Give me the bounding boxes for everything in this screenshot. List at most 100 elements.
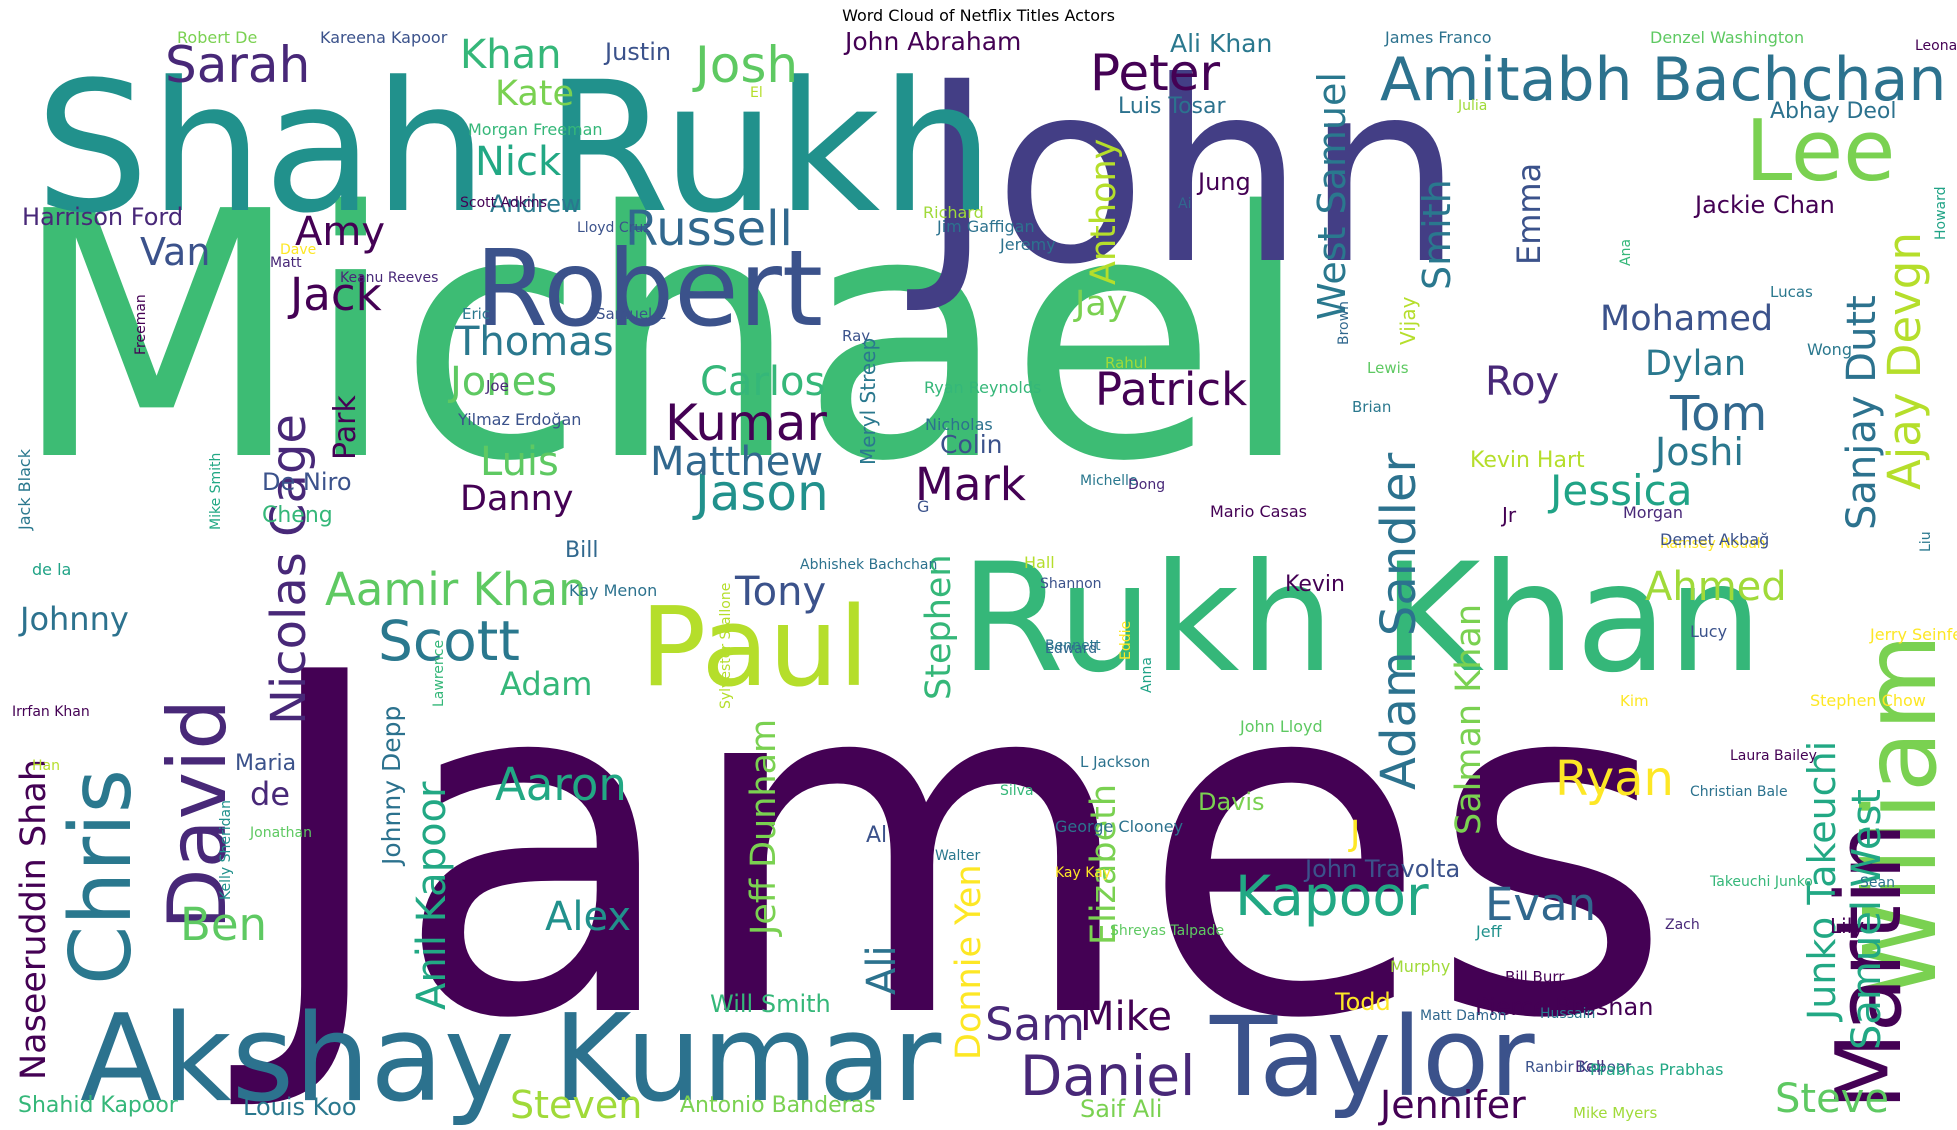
word-roy: Roy	[1485, 359, 1559, 405]
word-murphy: Murphy	[1390, 957, 1450, 976]
word-lawrence: Lawrence	[431, 640, 447, 707]
word-anna: Anna	[1139, 657, 1155, 693]
word-robert-de: Robert De	[177, 28, 257, 47]
word-emma: Emma	[1510, 163, 1548, 265]
word-john: John	[907, 28, 1464, 319]
word-lily: Lily	[1830, 914, 1864, 938]
word-ajay-devgn: Ajay Devgn	[1878, 232, 1931, 490]
word-julia: Julia	[1457, 98, 1487, 114]
word-ahmed: Ahmed	[1645, 564, 1787, 610]
word-bill-burr: Bill Burr	[1505, 968, 1565, 986]
word-sarah: Sarah	[165, 36, 310, 94]
word-ali-khan: Ali Khan	[1170, 29, 1272, 58]
word-luis: Luis	[480, 439, 559, 485]
word-denzel-washington: Denzel Washington	[1650, 28, 1804, 47]
word-colin: Colin	[940, 430, 1003, 459]
word-kareena-kapoor: Kareena Kapoor	[320, 28, 448, 47]
word-jennifer: Jennifer	[1378, 1083, 1526, 1127]
word-g: G	[917, 497, 929, 516]
word-taylor: Taylor	[1209, 993, 1535, 1121]
word-steven: Steven	[510, 1083, 642, 1127]
word-ryan-reynolds: Ryan Reynolds	[924, 378, 1041, 397]
word-eddie: Eddie	[1118, 621, 1134, 660]
word-keanu-reeves: Keanu Reeves	[340, 270, 438, 286]
word-jung: Jung	[1196, 168, 1251, 196]
word-jack-black: Jack Black	[15, 448, 34, 531]
word-el: El	[750, 85, 763, 101]
word-james: James	[226, 574, 1674, 1121]
word-lloyd-cruz: Lloyd Cruz	[577, 220, 651, 236]
word-carlos: Carlos	[700, 359, 825, 405]
word-mike-myers: Mike Myers	[1573, 1104, 1657, 1122]
word-kumar: Kumar	[665, 394, 827, 452]
word-jeff-dunham: Jeff Dunham	[744, 719, 784, 937]
word-l-jackson: L Jackson	[1080, 753, 1150, 771]
word-christian-bale: Christian Bale	[1690, 784, 1788, 800]
word-anil-kapoor: Anil Kapoor	[409, 781, 455, 1010]
word-anthony: Anthony	[1084, 139, 1124, 285]
word-de-niro: De Niro	[262, 468, 352, 496]
word-demet-akba-: Demet Akbağ	[1660, 530, 1769, 549]
word-evan: Evan	[1485, 878, 1596, 931]
word-walter: Walter	[935, 848, 981, 864]
word-russell: Russell	[625, 201, 793, 257]
word-kim: Kim	[1620, 692, 1649, 710]
word-wong: Wong	[1807, 340, 1852, 359]
word-bill: Bill	[565, 538, 598, 563]
word-lee: Lee	[1745, 102, 1895, 201]
word-jerry-seinfeld: Jerry Seinfeld	[1869, 625, 1957, 644]
word-edward: Edward	[1045, 641, 1097, 657]
word-ben: Ben	[180, 898, 267, 951]
word-cheng: Cheng	[262, 503, 333, 528]
word-johnny-depp: Johnny Depp	[377, 706, 406, 867]
word-ai: Ai	[1178, 196, 1191, 212]
word-jason: Jason	[692, 464, 829, 522]
word-elizabeth: Elizabeth	[1084, 784, 1124, 945]
word-will-smith: Will Smith	[710, 990, 831, 1018]
word-jeremy: Jeremy	[999, 235, 1056, 254]
word-irrfan-khan: Irrfan Khan	[12, 704, 90, 720]
word-morgan-freeman: Morgan Freeman	[468, 120, 603, 139]
word-kay-kay: Kay Kay	[1055, 865, 1111, 881]
word-joshi: Joshi	[1653, 430, 1744, 474]
word-brown: Brown	[1336, 301, 1352, 345]
word-kay-menon: Kay Menon	[569, 581, 657, 600]
word-amitabh-bachchan: Amitabh Bachchan	[1380, 45, 1946, 115]
word-amy: Amy	[295, 209, 385, 255]
word-peter: Peter	[1090, 44, 1220, 102]
word-david: David	[151, 699, 244, 930]
word-han: Han	[32, 758, 60, 774]
word-nicholas: Nicholas	[925, 415, 993, 434]
word-lewis: Lewis	[1367, 359, 1409, 377]
word-al: Al	[866, 823, 887, 848]
word-sam: Sam	[985, 998, 1085, 1051]
word-stephen-chow: Stephen Chow	[1810, 691, 1926, 710]
word-luis-tosar: Luis Tosar	[1118, 94, 1226, 119]
word-brian: Brian	[1352, 398, 1391, 416]
word-jackie-chan: Jackie Chan	[1693, 191, 1835, 219]
word-samuel-west: Samuel West	[1844, 789, 1890, 1050]
word-ramsey-nouah: Ramsey Nouah	[1660, 536, 1766, 552]
word-john-lloyd: John Lloyd	[1239, 717, 1323, 736]
word-steve: Steve	[1775, 1076, 1889, 1122]
word-mohamed: Mohamed	[1600, 299, 1773, 339]
word-thomas: Thomas	[454, 319, 614, 365]
word-leonardo-dicaprio: Leonardo DiCaprio	[1915, 38, 1957, 54]
word-silva: Silva	[1000, 783, 1034, 799]
word-william: William	[1842, 633, 1957, 1000]
word-sylvester-stallone: Sylvester Stallone	[718, 583, 734, 709]
word-smith: Smith	[1415, 179, 1459, 290]
word-shah-rukh: Shah Rukh	[35, 44, 994, 253]
word-khan: Khan	[460, 32, 561, 78]
word-martin: Martin	[1817, 823, 1922, 1110]
word-jonathan: Jonathan	[249, 825, 312, 841]
word-abhay-deol: Abhay Deol	[1770, 99, 1897, 124]
word-yilmaz-erdo-an: Yilmaz Erdoğan	[457, 410, 581, 429]
word-samuel-l: Samuel L	[596, 305, 666, 323]
word-west-samuel: West Samuel	[1310, 72, 1354, 320]
word-jones: Jones	[447, 359, 557, 405]
word-lucas: Lucas	[1770, 283, 1813, 301]
word-saif-ali: Saif Ali	[1080, 1095, 1162, 1123]
word-daniel: Daniel	[1020, 1044, 1195, 1108]
word-aamir-khan: Aamir Khan	[325, 563, 587, 616]
